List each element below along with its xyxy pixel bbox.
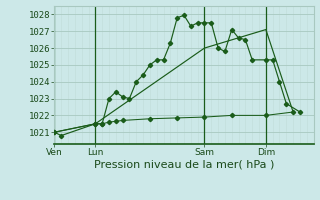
X-axis label: Pression niveau de la mer( hPa ): Pression niveau de la mer( hPa ): [94, 160, 274, 170]
